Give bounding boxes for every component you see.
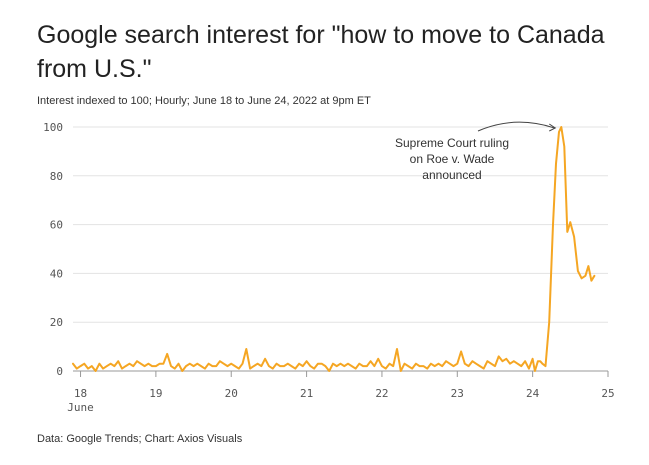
series-line-0 [72,126,596,372]
annotation-label: Supreme Court ruling on Roe v. Wade announ… [395,136,509,182]
x-tick-label: 25 [601,387,614,400]
annotation-layer: Supreme Court ruling on Roe v. Wade announ… [395,121,557,182]
y-tick-label: 20 [50,316,63,329]
x-tick-label: 22 [375,387,388,400]
annotation-line: on Roe v. Wade [410,152,495,166]
grid-lines [73,126,608,372]
annotation-line: Supreme Court ruling [395,136,509,150]
annotation-line: announced [422,168,481,182]
annotation-arrowhead [549,123,557,132]
source-note: Data: Google Trends; Chart: Axios Visual… [37,433,243,445]
y-axis-tick-labels: 0 20 40 60 80 100 [43,121,63,378]
y-tick-label: 60 [50,219,63,232]
x-tick-label: 21 [300,387,313,400]
chart-subtitle: Interest indexed to 100; Hourly; June 18… [37,95,371,107]
y-tick-label: 80 [50,170,63,183]
annotation-arrow [477,121,555,132]
x-tick-label: 20 [225,387,238,400]
x-tick-label: 19 [149,387,162,400]
series-layer [72,126,596,372]
y-tick-label: 100 [43,121,63,134]
chart-title: Google search interest for "how to move … [37,21,605,83]
x-tick-sublabel: June [67,401,94,414]
x-tick-label: 18 [74,387,87,400]
y-tick-label: 40 [50,267,63,280]
x-tick-label: 23 [451,387,464,400]
y-tick-label: 0 [56,365,63,378]
x-tick-label: 24 [526,387,540,400]
